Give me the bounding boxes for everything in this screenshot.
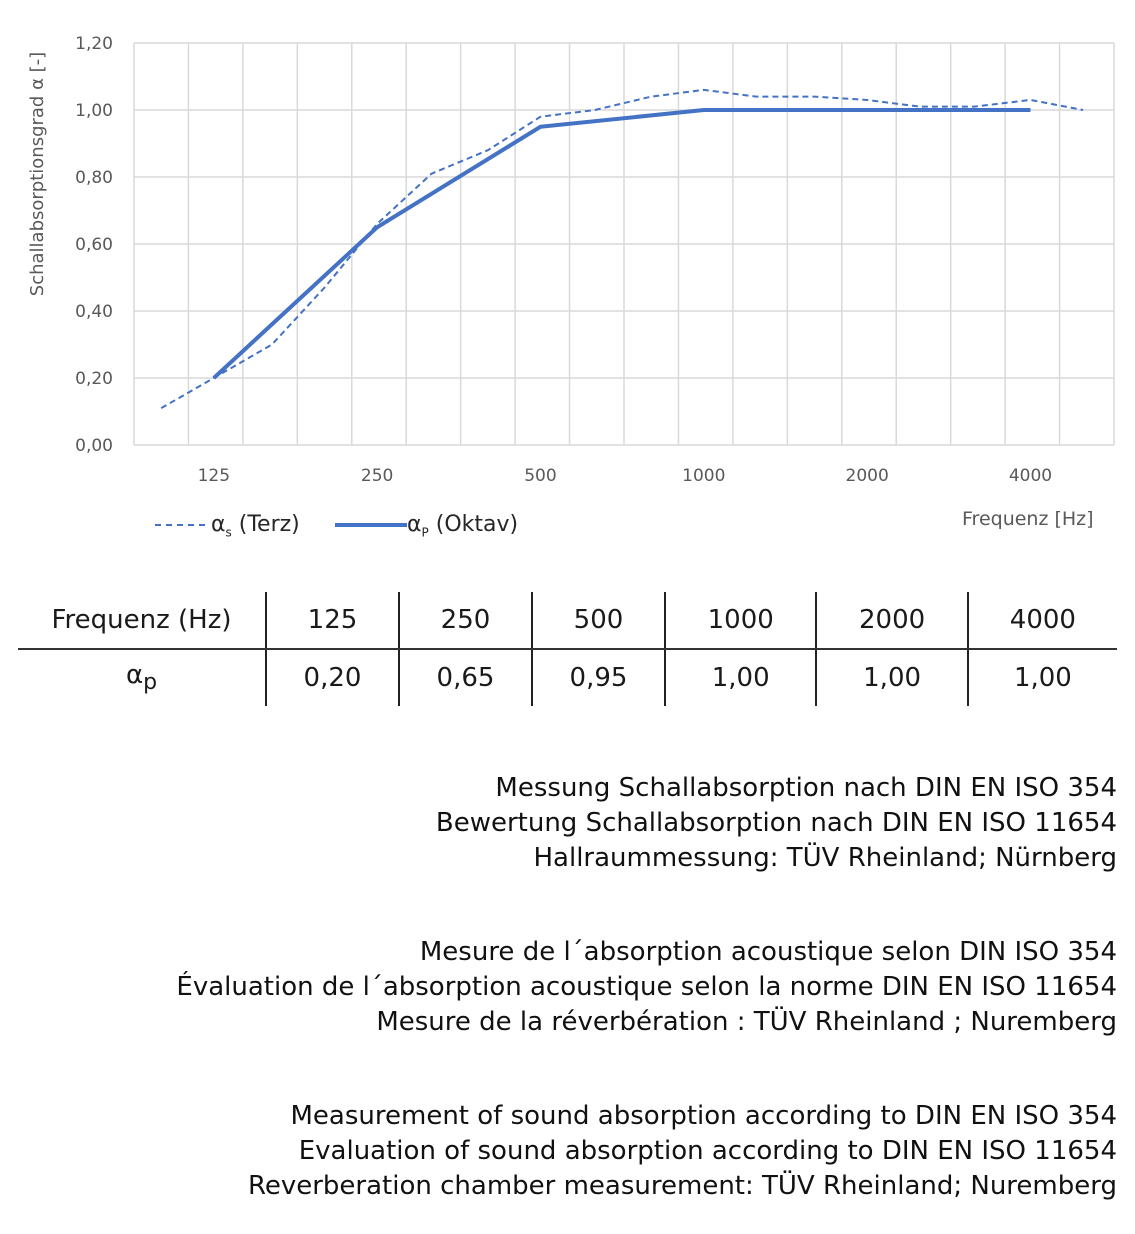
y-tick-label: 1,00 — [75, 101, 113, 121]
legend-solid-line-icon — [335, 523, 407, 527]
legend-item-terz: αs (Terz) — [155, 512, 300, 539]
notes-french: Mesure de l´absorption acoustique selon … — [176, 935, 1117, 1040]
table-header-row: Frequenz (Hz) 125 250 500 1000 2000 4000 — [18, 592, 1117, 650]
series-line-1 — [212, 108, 1031, 380]
note-line: Measurement of sound absorption accordin… — [290, 1101, 1118, 1131]
row-label-subscript: p — [143, 670, 158, 696]
note-line: Messung Schallabsorption nach DIN EN ISO… — [495, 773, 1117, 803]
note-line: Mesure de la réverbération : TÜV Rheinla… — [376, 1007, 1117, 1037]
row-label-symbol: α — [125, 660, 144, 691]
x-tick-label: 250 — [361, 466, 393, 486]
legend-item-oktav: αP (Oktav) — [335, 512, 518, 539]
table-header-cell: Frequenz (Hz) — [18, 592, 266, 650]
legend-subscript: P — [421, 525, 429, 540]
note-line: Reverberation chamber measurement: TÜV R… — [247, 1171, 1117, 1201]
table-header-cell: 250 — [398, 592, 532, 650]
table-row: αp 0,20 0,65 0,95 1,00 1,00 1,00 — [18, 649, 1117, 706]
y-tick-label: 0,80 — [75, 168, 113, 188]
row-label: αp — [18, 649, 266, 706]
x-tick-label: 1000 — [682, 466, 725, 486]
y-tick-label: 0,40 — [75, 302, 113, 322]
table-cell: 1,00 — [815, 649, 968, 706]
series-line-0 — [160, 88, 1084, 410]
legend-label: (Oktav) — [428, 512, 519, 537]
legend-label: (Terz) — [231, 512, 300, 537]
table-header-cell: 1000 — [663, 592, 817, 650]
table-header-cell: 125 — [265, 592, 399, 650]
y-tick-label: 0,00 — [75, 436, 113, 456]
legend-symbol: α — [407, 512, 422, 537]
notes-german: Messung Schallabsorption nach DIN EN ISO… — [436, 771, 1117, 876]
table-cell: 0,20 — [265, 649, 399, 706]
note-line: Hallraummessung: TÜV Rheinland; Nürnberg — [533, 843, 1117, 873]
legend-symbol: α — [211, 512, 226, 537]
table-header-cell: 4000 — [966, 592, 1117, 650]
absorption-table: Frequenz (Hz) 125 250 500 1000 2000 4000… — [18, 592, 1117, 706]
table-cell: 0,95 — [531, 649, 665, 706]
table-cell: 0,65 — [398, 649, 532, 706]
note-line: Evaluation of sound absorption according… — [298, 1136, 1117, 1166]
x-axis-title: Frequenz [Hz] — [962, 508, 1094, 530]
note-line: Bewertung Schallabsorption nach DIN EN I… — [435, 808, 1117, 838]
y-axis-title: Schallabsorptionsgrad α [-] — [27, 52, 48, 296]
note-line: Mesure de l´absorption acoustique selon … — [419, 937, 1117, 967]
x-tick-label: 500 — [524, 466, 556, 486]
y-tick-label: 1,20 — [75, 34, 113, 54]
x-tick-label: 125 — [198, 466, 230, 486]
table-cell: 1,00 — [663, 649, 817, 706]
note-line: Évaluation de l´absorption acoustique se… — [176, 972, 1117, 1002]
y-tick-label: 0,60 — [75, 235, 113, 255]
x-tick-label: 2000 — [846, 466, 889, 486]
notes-english: Measurement of sound absorption accordin… — [248, 1099, 1117, 1204]
y-tick-label: 0,20 — [75, 369, 113, 389]
table-header-cell: 2000 — [815, 592, 968, 650]
table-cell: 1,00 — [966, 649, 1117, 706]
legend-dashed-line-icon — [155, 524, 205, 526]
legend-subscript: s — [225, 525, 232, 540]
absorption-chart: 0,00 0,20 0,40 0,60 0,80 1,00 1,20 125 250 500 100… — [27, 34, 1115, 486]
table-header-cell: 500 — [531, 592, 665, 650]
x-tick-label: 4000 — [1009, 466, 1052, 486]
